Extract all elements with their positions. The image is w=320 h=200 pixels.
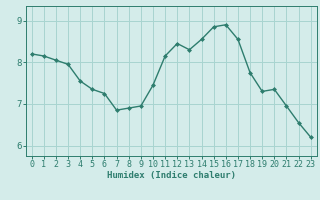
X-axis label: Humidex (Indice chaleur): Humidex (Indice chaleur) (107, 171, 236, 180)
